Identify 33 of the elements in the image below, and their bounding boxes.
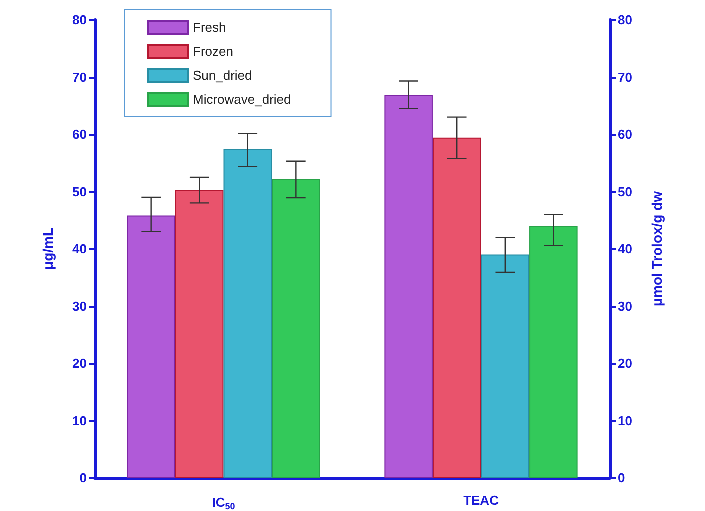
y2-tick-label: 60	[618, 127, 632, 142]
y-tick-label: 80	[72, 12, 87, 28]
y2-tick-label: 70	[618, 70, 632, 85]
bar	[530, 226, 578, 478]
y2-axis-title: μmol Trolox/g dw	[649, 191, 665, 307]
y-tick-label: 20	[72, 356, 87, 371]
y2-tick-label: 50	[618, 184, 632, 200]
y-tick-label: 0	[80, 470, 87, 486]
y-tick-label: 60	[72, 127, 87, 142]
bar	[481, 254, 530, 478]
y-axis-title: μg/mL	[40, 228, 56, 270]
bar	[384, 95, 433, 478]
legend-label: Sun_dried	[193, 68, 252, 83]
x-tick-label: TEAC	[464, 493, 500, 508]
y2-tick-label: 10	[618, 413, 632, 428]
y2-tick-label: 40	[618, 242, 632, 256]
y2-tick-label: 80	[618, 12, 632, 28]
legend-label: Fresh	[193, 20, 226, 35]
bar	[432, 138, 482, 478]
y-tick-label: 50	[72, 184, 87, 200]
bar	[272, 179, 320, 478]
y-tick-label: 40	[72, 242, 87, 256]
y2-tick-label: 30	[618, 298, 632, 314]
legend-label: Microwave_dried	[193, 92, 292, 107]
bar	[224, 149, 272, 478]
y-tick-label: 70	[72, 70, 87, 85]
bar	[175, 190, 224, 478]
y-tick-label: 10	[72, 413, 87, 428]
y2-tick-label: 20	[618, 356, 632, 371]
legend-label: Frozen	[193, 44, 234, 59]
y2-tick-label: 0	[618, 470, 626, 486]
bar	[127, 216, 176, 478]
y-tick-label: 30	[72, 298, 87, 314]
